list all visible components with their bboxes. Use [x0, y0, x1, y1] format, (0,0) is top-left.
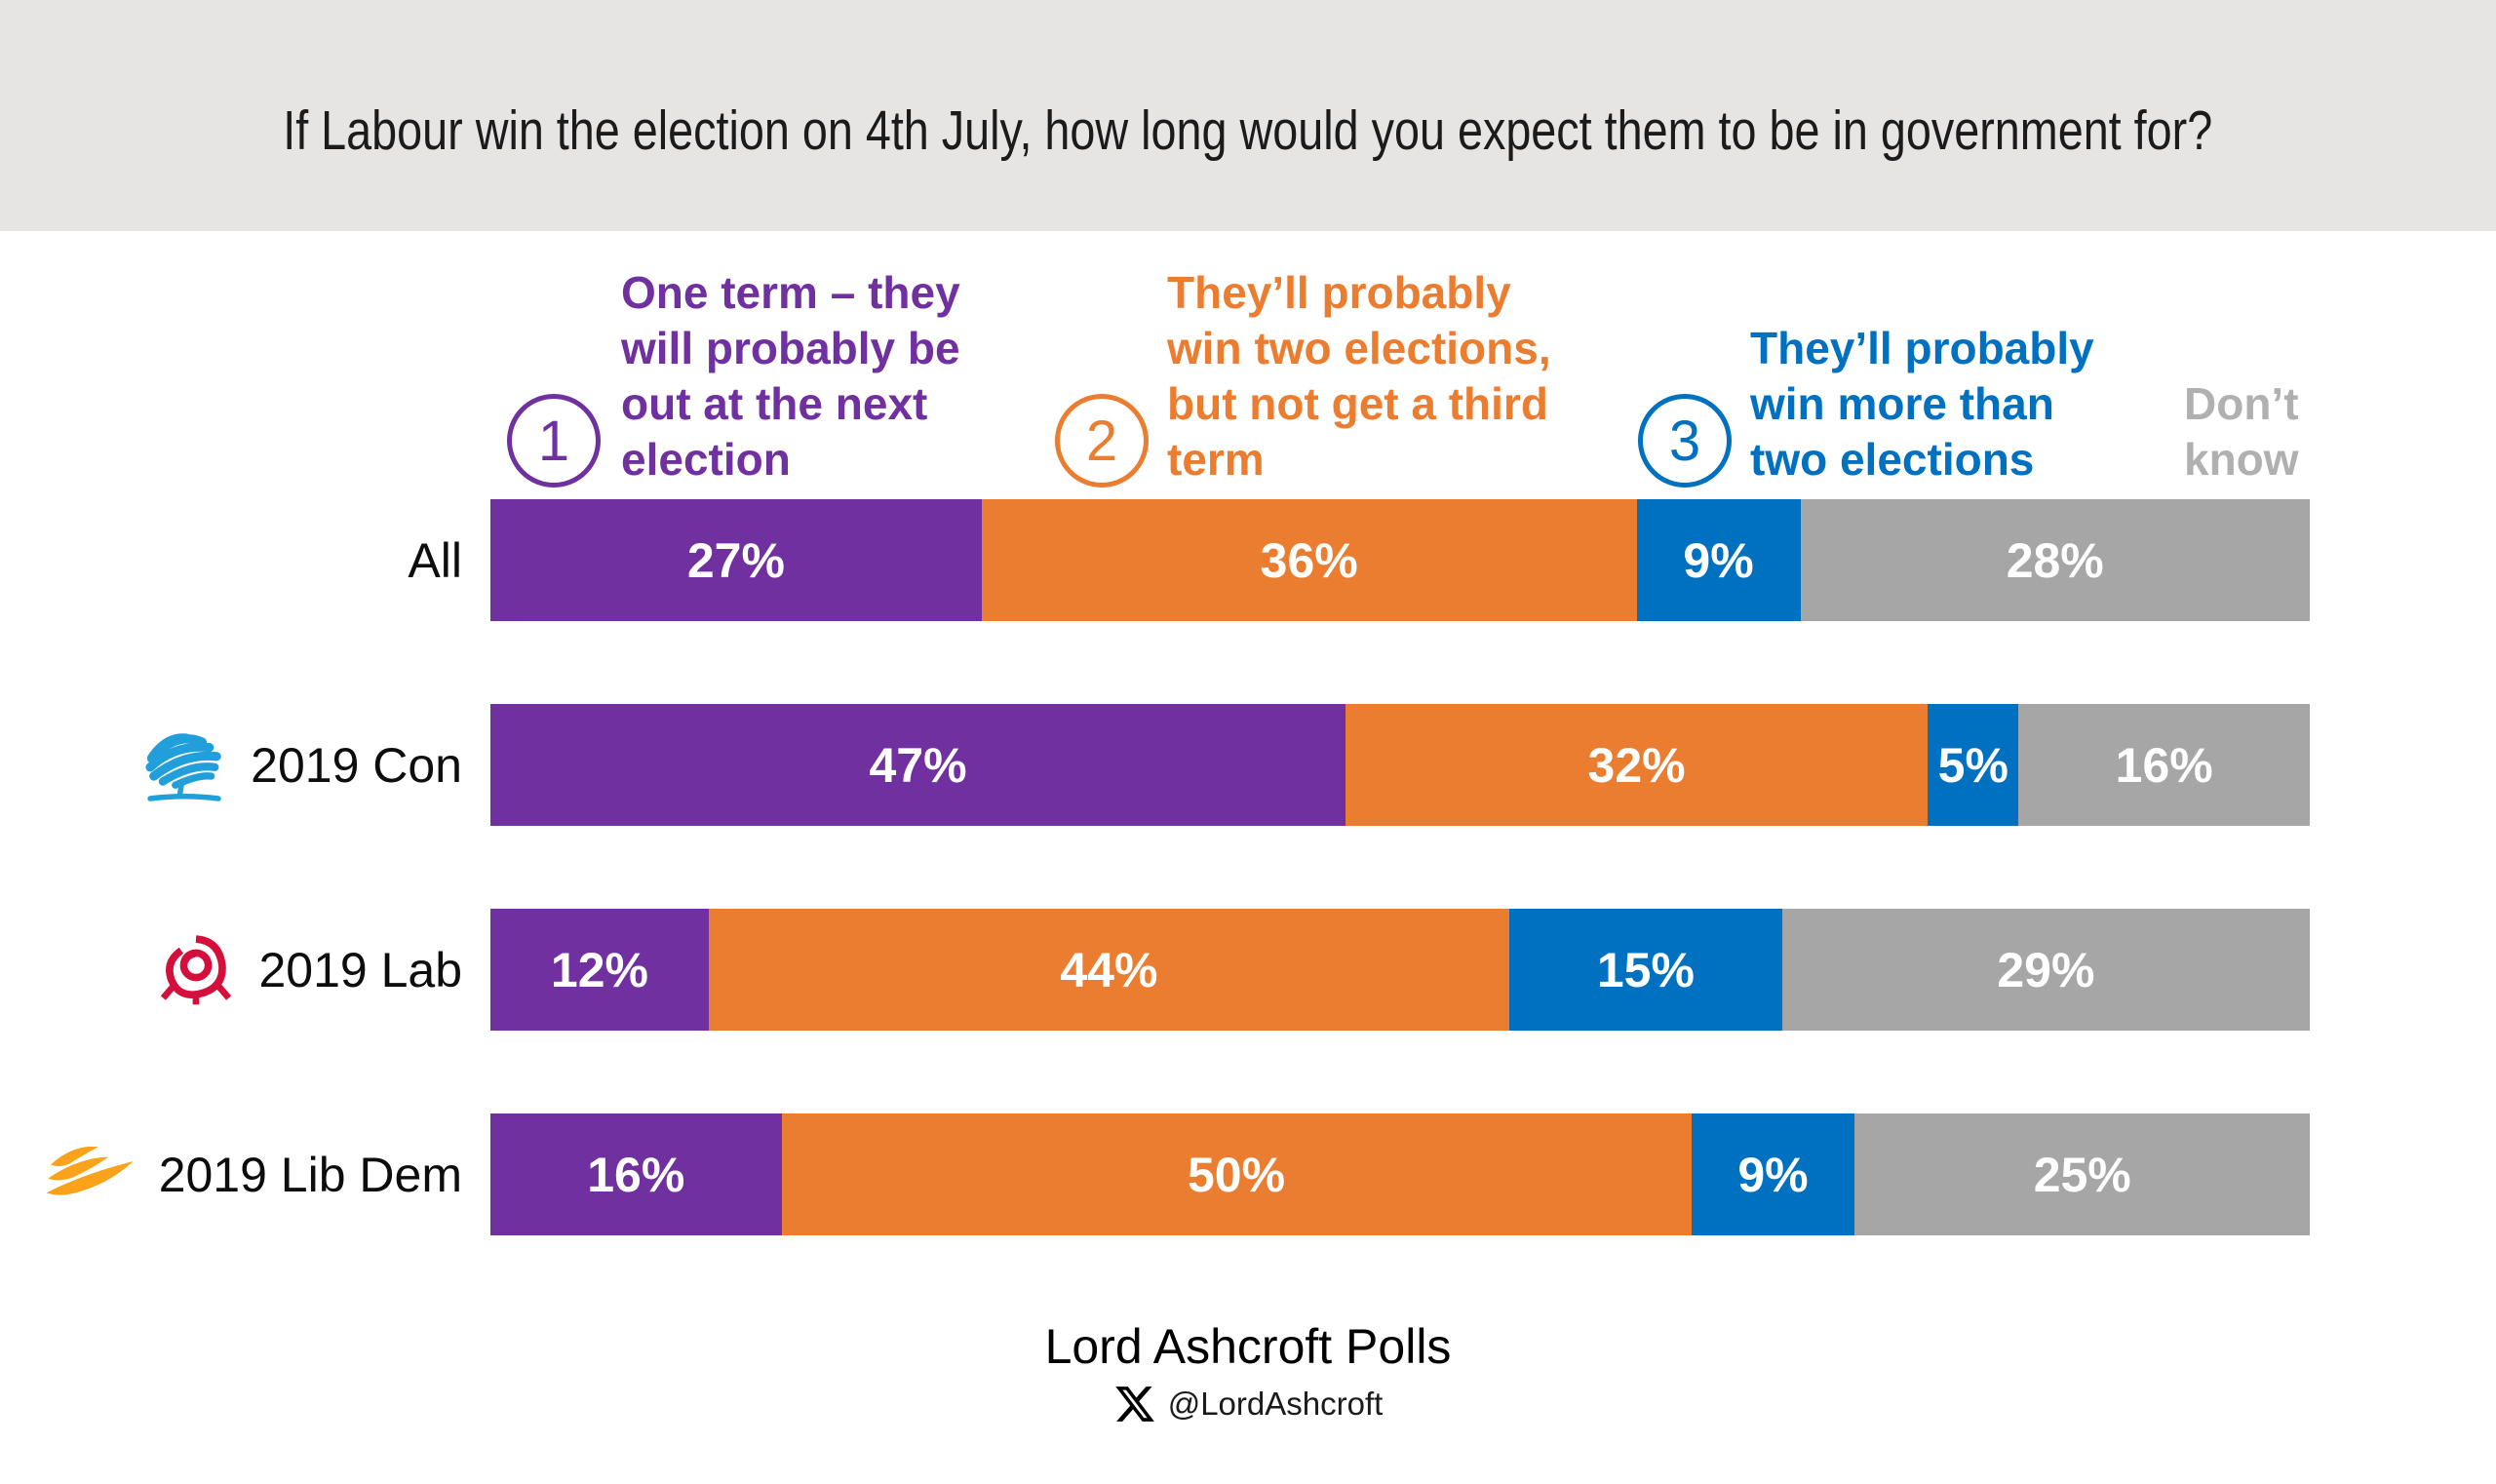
segment-lab-one-term: 12% — [490, 909, 709, 1031]
segment-libdem-one-term: 16% — [490, 1113, 782, 1235]
legend-number-2-icon: 2 — [1055, 394, 1149, 488]
conservative-tree-logo-icon — [145, 732, 221, 801]
segment-lab-more-than-two: 15% — [1508, 909, 1782, 1031]
chart-row-2019-lab: 2019 Lab 12% 44% 15% 29% — [0, 909, 2496, 1031]
row-label-2019-lab: 2019 Lab — [0, 909, 462, 1031]
legend-number-3: 3 — [1668, 409, 1701, 473]
segment-con-more-than-two: 5% — [1928, 704, 2019, 826]
segment-con-one-term: 47% — [490, 704, 1346, 826]
segment-libdem-two-elections: 50% — [781, 1113, 1692, 1235]
segment-value-label: 32% — [1587, 737, 1686, 793]
segment-lab-dont-know: 29% — [1781, 909, 2310, 1031]
segment-value-label: 36% — [1260, 532, 1358, 588]
segment-libdem-dont-know: 25% — [1854, 1113, 2310, 1235]
category-label: 2019 Con — [251, 737, 462, 793]
x-logo-icon — [1115, 1386, 1154, 1422]
row-label-2019-lib-dem: 2019 Lib Dem — [0, 1113, 462, 1235]
segment-con-dont-know: 16% — [2018, 704, 2310, 826]
footer-handle-row: @LordAshcroft — [0, 1383, 2496, 1425]
segment-value-label: 27% — [686, 532, 785, 588]
footer-source: Lord Ashcroft Polls — [1044, 1319, 1452, 1374]
segment-value-label: 25% — [2033, 1147, 2131, 1202]
segment-value-label: 47% — [869, 737, 967, 793]
row-label-all: All — [0, 499, 462, 621]
legend-label-one-term: One term – they will probably be out at … — [621, 267, 960, 485]
category-label: All — [408, 532, 462, 588]
segment-value-label: 9% — [1683, 532, 1754, 588]
segment-value-label: 15% — [1596, 942, 1695, 997]
segment-value-label: 16% — [2115, 737, 2213, 793]
footer: Lord Ashcroft Polls @LordAshcroft — [0, 1318, 2496, 1425]
segment-all-one-term: 27% — [490, 499, 982, 621]
segment-con-two-elections: 32% — [1346, 704, 1929, 826]
segment-all-dont-know: 28% — [1800, 499, 2310, 621]
segment-value-label: 29% — [1997, 942, 2095, 997]
category-label: 2019 Lib Dem — [158, 1147, 462, 1202]
segment-value-label: 9% — [1737, 1147, 1809, 1202]
libdem-bird-logo-icon — [46, 1146, 134, 1195]
row-label-2019-con: 2019 Con — [0, 704, 462, 826]
bar-2019-lib-dem: 16% 50% 9% 25% — [490, 1113, 2310, 1235]
bar-2019-lab: 12% 44% 15% 29% — [490, 909, 2310, 1031]
legend-number-1-icon: 1 — [507, 394, 601, 488]
legend-number-3-icon: 3 — [1638, 394, 1732, 488]
bar-2019-con: 47% 32% 5% 16% — [490, 704, 2310, 826]
chart-row-2019-lib-dem: 2019 Lib Dem 16% 50% 9% 25% — [0, 1113, 2496, 1235]
footer-handle: @LordAshcroft — [1167, 1386, 1384, 1422]
chart-title: If Labour win the election on 4th July, … — [283, 98, 2213, 162]
labour-rose-logo-icon — [161, 934, 232, 1004]
segment-value-label: 28% — [2006, 532, 2104, 588]
segment-all-more-than-two: 9% — [1636, 499, 1801, 621]
chart-row-2019-con: 2019 Con 47% 32% 5% 16% — [0, 704, 2496, 826]
legend-number-2: 2 — [1085, 409, 1118, 473]
category-label: 2019 Lab — [258, 942, 462, 997]
segment-value-label: 44% — [1060, 942, 1158, 997]
segment-value-label: 50% — [1188, 1147, 1286, 1202]
segment-lab-two-elections: 44% — [708, 909, 1509, 1031]
legend-label-dont-know: Don’t know — [2184, 378, 2299, 485]
segment-libdem-more-than-two: 9% — [1691, 1113, 1855, 1235]
title-band: If Labour win the election on 4th July, … — [0, 0, 2496, 231]
legend-label-more-than-two: They’ll probably win more than two elect… — [1750, 323, 2094, 485]
bar-all: 27% 36% 9% 28% — [490, 499, 2310, 621]
segment-all-two-elections: 36% — [981, 499, 1637, 621]
legend-number-1: 1 — [537, 409, 570, 473]
chart-row-all: All 27% 36% 9% 28% — [0, 499, 2496, 621]
legend-label-two-elections: They’ll probably win two elections, but … — [1167, 267, 1551, 485]
segment-value-label: 12% — [550, 942, 648, 997]
segment-value-label: 16% — [587, 1147, 685, 1202]
segment-value-label: 5% — [1937, 737, 2008, 793]
